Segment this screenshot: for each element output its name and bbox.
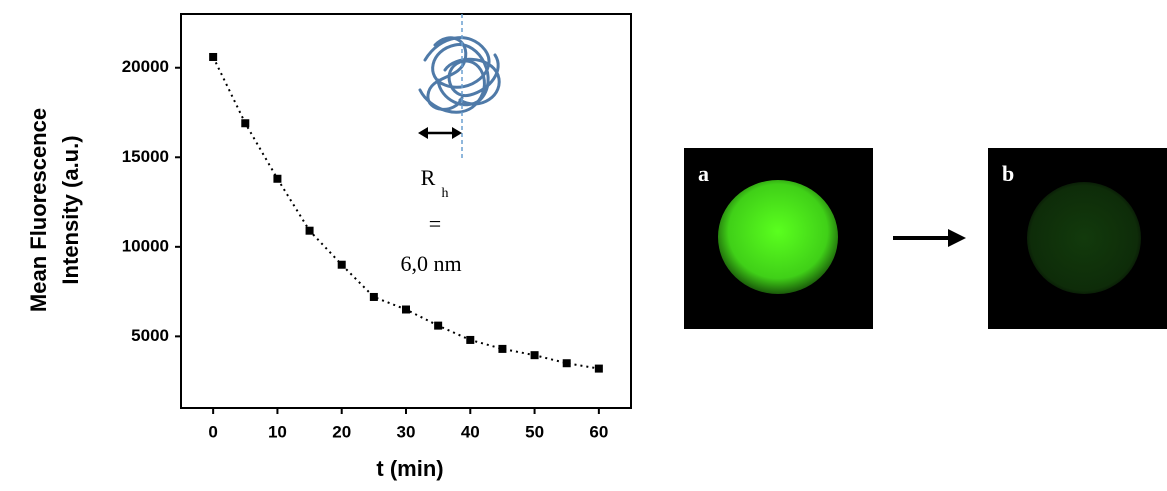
data-point: [369, 292, 378, 301]
data-point: [562, 359, 571, 368]
fluorescent-droplet: [1027, 182, 1141, 294]
data-point: [305, 226, 314, 235]
x-tick-label: 30: [397, 422, 416, 441]
x-tick-label: 10: [268, 422, 287, 441]
annotation: 6,0 nm: [400, 251, 461, 276]
data-point: [402, 305, 410, 314]
annotation: h: [442, 186, 449, 201]
y-tick-label: 5000: [131, 326, 169, 345]
plot-frame: [180, 13, 632, 409]
data-point: [273, 174, 282, 183]
data-point: [241, 119, 250, 128]
y-axis-label: Intensity (a.u.): [58, 135, 83, 284]
x-tick-label: 50: [525, 422, 544, 441]
y-axis-label: Mean Fluorescence: [26, 108, 51, 312]
data-point: [434, 321, 443, 330]
y-tick-label: 15000: [122, 147, 169, 166]
fluorescent-droplet: [718, 180, 838, 294]
radius-arrow: [418, 127, 462, 139]
y-tick-label: 20000: [122, 57, 169, 76]
data-point: [337, 260, 346, 269]
transition-arrow: [893, 229, 966, 247]
x-tick-label: 0: [208, 422, 217, 441]
x-tick-label: 60: [589, 422, 608, 441]
data-point: [530, 351, 539, 360]
data-point: [498, 344, 507, 353]
annotation: =: [429, 211, 441, 236]
data-point: [466, 335, 475, 344]
x-tick-label: 40: [461, 422, 480, 441]
panel-label: b: [1002, 161, 1014, 186]
x-tick-label: 20: [332, 422, 351, 441]
polymer-coil: [418, 36, 501, 114]
data-point: [594, 364, 603, 373]
data-point: [209, 52, 218, 61]
x-axis-label: t (min): [376, 456, 443, 481]
panel-label: a: [698, 161, 709, 186]
fit-line: [212, 56, 600, 370]
annotation: R: [421, 165, 436, 190]
y-tick-label: 10000: [122, 236, 169, 255]
